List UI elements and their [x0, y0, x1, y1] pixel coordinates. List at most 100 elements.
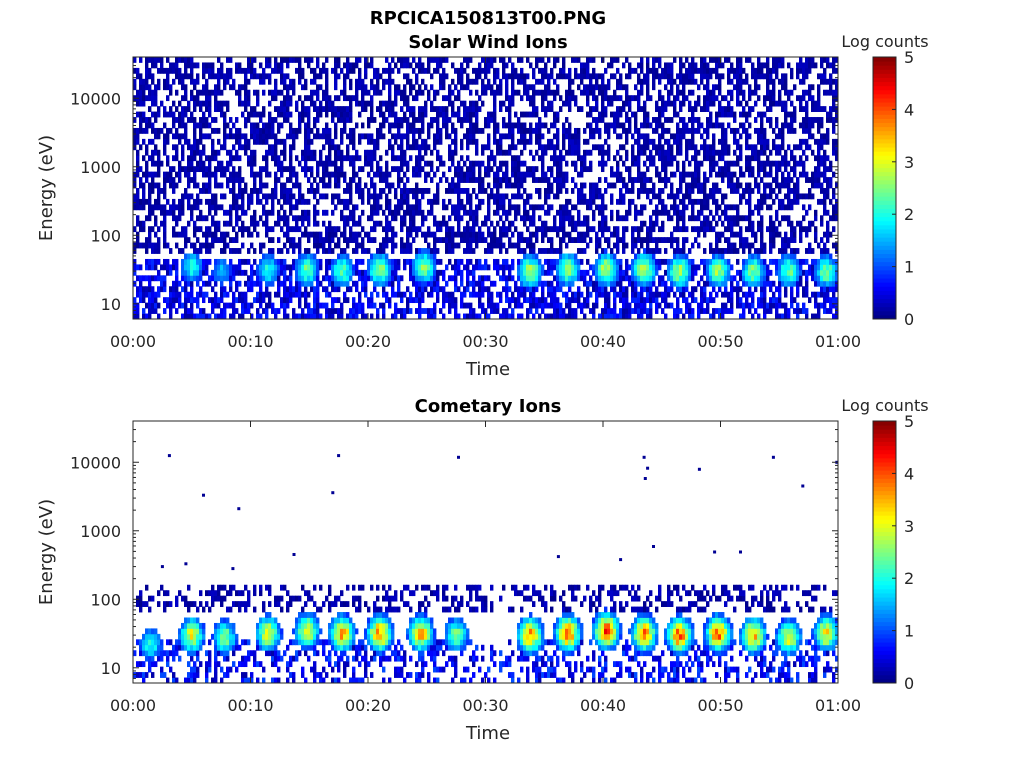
- spectrogram-cell: [190, 209, 194, 216]
- spectrogram-cell: [148, 67, 152, 74]
- spectrogram-cell: [268, 133, 272, 140]
- spectrogram-cell: [400, 95, 404, 102]
- spectrogram-cell: [580, 62, 584, 69]
- spectrogram-cell: [220, 100, 224, 107]
- spectrogram-cell: [193, 264, 197, 271]
- spectrogram-cell: [229, 220, 233, 227]
- spectrogram-cell: [427, 122, 431, 129]
- spectrogram-cell: [448, 155, 452, 162]
- spectrogram-cell: [214, 264, 218, 271]
- spectrogram-cell: [655, 57, 659, 63]
- spectrogram-cell: [478, 231, 482, 238]
- spectrogram-cell: [385, 264, 389, 271]
- spectrogram-cell: [418, 297, 422, 304]
- spectrogram-cell: [391, 166, 395, 173]
- spectrogram-cell: [358, 193, 362, 200]
- spectrogram-cell: [211, 302, 215, 309]
- spectrogram-cell: [514, 89, 518, 96]
- spectrogram-cell: [559, 269, 563, 276]
- spectrogram-cell: [430, 258, 434, 265]
- spectrogram-cell: [286, 264, 290, 271]
- spectrogram-cell: [214, 204, 218, 211]
- spectrogram-cell: [139, 95, 143, 102]
- spectrogram-cell: [235, 193, 239, 200]
- spectrogram-cell: [346, 188, 350, 194]
- spectrogram-cell: [184, 313, 188, 320]
- spectrogram-cell: [274, 308, 278, 314]
- spectrogram-cell: [367, 117, 371, 123]
- spectrogram-cell: [481, 237, 485, 243]
- spectrogram-cell: [334, 204, 338, 211]
- spectrogram-cell: [328, 95, 332, 102]
- spectrogram-cell: [451, 122, 455, 129]
- spectrogram-cell: [190, 291, 194, 298]
- spectrogram-cell: [142, 84, 146, 91]
- spectrogram-cell: [547, 280, 551, 287]
- spectrogram-cell: [658, 57, 662, 63]
- spectrogram-cell: [145, 291, 149, 298]
- spectrogram-cell: [346, 95, 350, 102]
- spectrogram-cell: [235, 209, 239, 216]
- spectrogram-cell: [484, 62, 488, 69]
- spectrogram-cell: [412, 133, 416, 140]
- spectrogram-cell: [403, 264, 407, 271]
- spectrogram-cell: [604, 149, 608, 156]
- spectrogram-cell: [145, 127, 149, 134]
- spectrogram-cell: [154, 248, 158, 254]
- spectrogram-cell: [640, 209, 644, 216]
- spectrogram-cell: [241, 100, 245, 107]
- spectrogram-cell: [154, 127, 158, 134]
- spectrogram-cell: [199, 127, 203, 134]
- spectrogram-cell: [613, 155, 617, 162]
- spectrogram-cell: [370, 193, 374, 200]
- spectrogram-cell: [217, 84, 221, 91]
- spectrogram-cell: [313, 308, 317, 314]
- spectrogram-cell: [136, 160, 140, 167]
- spectrogram-cell: [472, 231, 476, 238]
- spectrogram-cell: [466, 144, 470, 151]
- spectrogram-cell: [397, 127, 401, 134]
- spectrogram-cell: [301, 220, 305, 227]
- spectrogram-cell: [406, 127, 410, 134]
- spectrogram-cell: [586, 286, 590, 293]
- spectrogram-cell: [577, 84, 581, 91]
- spectrogram-cell: [622, 193, 626, 200]
- spectrogram-cell: [577, 291, 581, 298]
- spectrogram-cell: [619, 198, 623, 205]
- spectrogram-cell: [586, 166, 590, 173]
- spectrogram-cell: [325, 264, 329, 271]
- spectrogram-cell: [463, 286, 467, 293]
- spectrogram-cell: [502, 220, 506, 227]
- spectrogram-cell: [265, 73, 269, 80]
- spectrogram-cell: [427, 160, 431, 167]
- spectrogram-cell: [151, 226, 155, 233]
- spectrogram-cell: [634, 302, 638, 309]
- spectrogram-cell: [517, 177, 521, 183]
- spectrogram-cell: [430, 291, 434, 298]
- spectrogram-cell: [397, 57, 401, 63]
- spectrogram-cell: [481, 144, 485, 151]
- spectrogram-cell: [460, 280, 464, 287]
- spectrogram-cell: [208, 122, 212, 129]
- spectrogram-cell: [475, 258, 479, 265]
- spectrogram-cell: [427, 67, 431, 74]
- spectrogram-cell: [616, 237, 620, 243]
- spectrogram-cell: [283, 138, 287, 145]
- spectrogram-cell: [415, 231, 419, 238]
- spectrogram-cell: [268, 144, 272, 151]
- spectrogram-cell: [634, 253, 638, 260]
- spectrogram-cell: [487, 302, 491, 309]
- spectrogram-cell: [361, 258, 365, 265]
- spectrogram-cell: [262, 111, 266, 118]
- spectrogram-cell: [640, 291, 644, 298]
- spectrogram-cell: [547, 264, 551, 271]
- spectrogram-cell: [145, 248, 149, 254]
- spectrogram-cell: [256, 100, 260, 107]
- spectrogram-cell: [304, 106, 308, 112]
- spectrogram-cell: [190, 204, 194, 211]
- spectrogram-cell: [433, 264, 437, 271]
- spectrogram-cell: [625, 127, 629, 134]
- spectrogram-cell: [418, 111, 422, 118]
- spectrogram-cell: [361, 100, 365, 107]
- spectrogram-cell: [190, 78, 194, 85]
